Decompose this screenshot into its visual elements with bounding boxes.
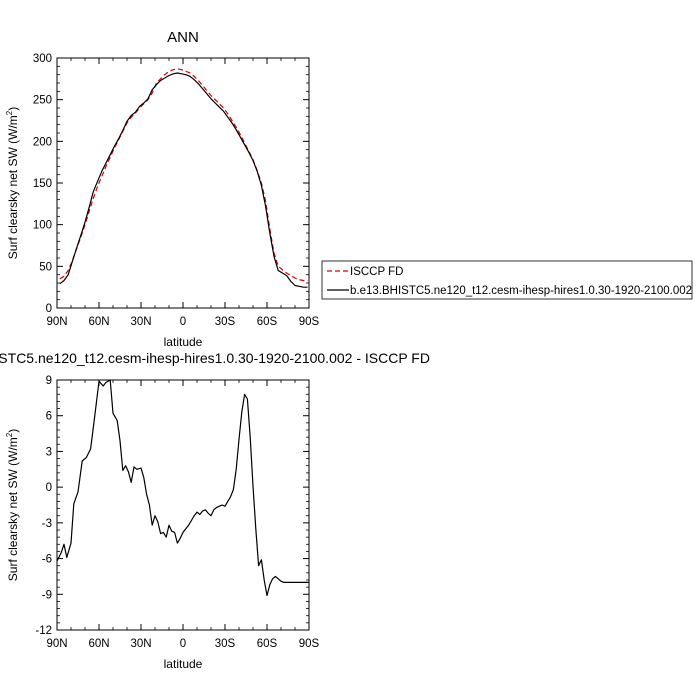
x-tick-label: 0 <box>180 638 186 650</box>
x-tick-label: 60S <box>257 638 278 650</box>
chart-2-title: b.e13.BHISTC5.ne120_t12.cesm-ihesp-hires… <box>0 350 430 366</box>
chart-2-y-ticks: -12 -9 -6 -3 0 3 6 9 <box>35 375 309 637</box>
chart-2-x-ticks: 90N 60N 30N 0 30S 60S 90S <box>46 380 320 650</box>
chart-1-y-axis-label: Surf clearsky net SW (W/m2) <box>5 107 20 259</box>
x-tick-label: 30S <box>215 638 236 650</box>
x-tick-label: 30S <box>215 316 236 328</box>
chart-1-x-ticks: 90N 60N 30N 0 30S 60S 90S <box>46 58 320 328</box>
chart-1-series-line-2 <box>59 72 308 288</box>
legend-label-isccp: ISCCP FD <box>350 266 403 278</box>
x-tick-label: 30N <box>130 638 151 650</box>
chart-1-series-line-1 <box>59 68 308 282</box>
chart-1-y-axis-label-sup: 2 <box>5 110 14 115</box>
y-tick-label: 9 <box>46 375 52 387</box>
y-tick-label: 200 <box>33 136 52 148</box>
chart-1-y-ticks: 0 50 100 150 200 250 300 <box>33 53 309 315</box>
chart-1-y-axis-label-main: Surf clearsky net SW (W/m <box>6 115 20 259</box>
y-tick-label: -9 <box>42 589 52 601</box>
x-tick-label: 60S <box>257 316 278 328</box>
chart-2-y-axis-label-tail: ) <box>6 429 20 433</box>
y-tick-label: 300 <box>33 53 52 65</box>
chart-2-y-axis-label-main: Surf clearsky net SW (W/m <box>6 437 20 581</box>
x-tick-label: 90S <box>299 316 320 328</box>
y-tick-label: 50 <box>39 261 52 273</box>
y-tick-label: -6 <box>42 554 52 566</box>
legend: ISCCP FD b.e13.BHISTC5.ne120_t12.cesm-ih… <box>321 260 693 300</box>
x-tick-label: 30N <box>130 316 151 328</box>
chart-1-title: ANN <box>167 29 199 46</box>
legend-label-model: b.e13.BHISTC5.ne120_t12.cesm-ihesp-hires… <box>350 285 692 297</box>
x-tick-label: 0 <box>180 316 186 328</box>
y-tick-label: 6 <box>46 411 52 423</box>
y-tick-label: 3 <box>46 446 52 458</box>
chart-2-y-axis-label: Surf clearsky net SW (W/m2) <box>5 429 20 581</box>
chart-2-series <box>56 379 309 597</box>
x-tick-label: 90N <box>46 638 67 650</box>
x-tick-label: 60N <box>88 638 109 650</box>
chart-2: b.e13.BHISTC5.ne120_t12.cesm-ihesp-hires… <box>0 350 430 671</box>
y-tick-label: 0 <box>46 482 52 494</box>
chart-2-y-axis-label-sup: 2 <box>5 432 14 437</box>
chart-2-x-axis-label: latitude <box>164 657 203 671</box>
chart-2-series-line-1 <box>56 379 309 597</box>
y-tick-label: -12 <box>35 625 52 637</box>
chart-1-series <box>59 68 308 288</box>
y-tick-label: -3 <box>42 518 52 530</box>
y-tick-label: 250 <box>33 95 52 107</box>
chart-1-plot-frame <box>56 57 310 309</box>
chart-1-y-axis-label-tail: ) <box>6 107 20 111</box>
x-tick-label: 60N <box>88 316 109 328</box>
y-tick-label: 150 <box>33 178 52 190</box>
x-tick-label: 90N <box>46 316 67 328</box>
chart-1-x-axis-label: latitude <box>164 335 203 349</box>
y-tick-label: 0 <box>46 303 52 315</box>
legend-box <box>321 260 693 300</box>
x-tick-label: 90S <box>299 638 320 650</box>
y-tick-label: 100 <box>33 220 52 232</box>
